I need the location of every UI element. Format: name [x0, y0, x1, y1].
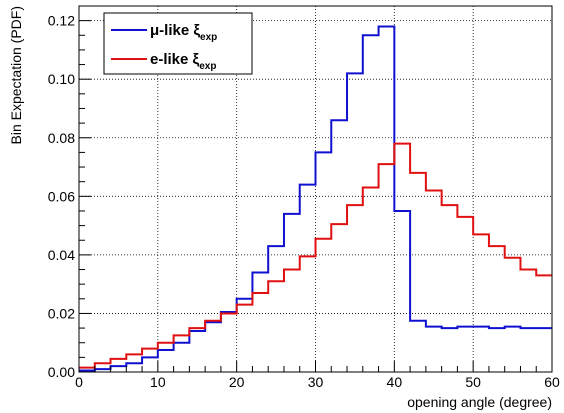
axis-ticks — [78, 5, 553, 373]
y-tick-label: 0.12 — [48, 13, 75, 29]
legend-box — [103, 12, 253, 75]
series-line-mu-like — [79, 25, 552, 372]
y-tick-label: 0.00 — [48, 364, 75, 380]
legend-entry-e-like: e-like ξexp — [111, 51, 216, 72]
y-tick-label: 0.02 — [48, 305, 75, 321]
series-line-e-like — [79, 142, 552, 369]
legend: μ-like ξexp e-like ξexp — [103, 12, 253, 75]
legend-label-mu-like: μ-like ξexp — [150, 22, 217, 43]
x-tick-label: 40 — [387, 374, 403, 390]
y-axis-label: Bin Expectation (PDF) — [8, 6, 24, 145]
x-tick-label: 50 — [465, 374, 481, 390]
legend-entry-mu-like: μ-like ξexp — [111, 22, 217, 43]
x-axis-label: opening angle (degree) — [407, 394, 552, 410]
y-tick-label: 0.08 — [48, 130, 75, 146]
x-tick-label: 10 — [150, 374, 166, 390]
y-tick-label: 0.06 — [48, 188, 75, 204]
x-tick-label: 30 — [308, 374, 324, 390]
y-tick-label: 0.04 — [48, 247, 75, 263]
legend-label-e-like: e-like ξexp — [150, 51, 216, 72]
x-tick-label: 0 — [75, 374, 83, 390]
axis-tick-labels: 0 10 20 30 40 50 60 0.00 0.02 0.04 0.06 0.08 0.10 0.1… — [48, 13, 560, 390]
series-layer — [79, 25, 552, 372]
y-tick-label: 0.10 — [48, 71, 75, 87]
x-tick-label: 20 — [229, 374, 245, 390]
x-tick-label: 60 — [544, 374, 560, 390]
